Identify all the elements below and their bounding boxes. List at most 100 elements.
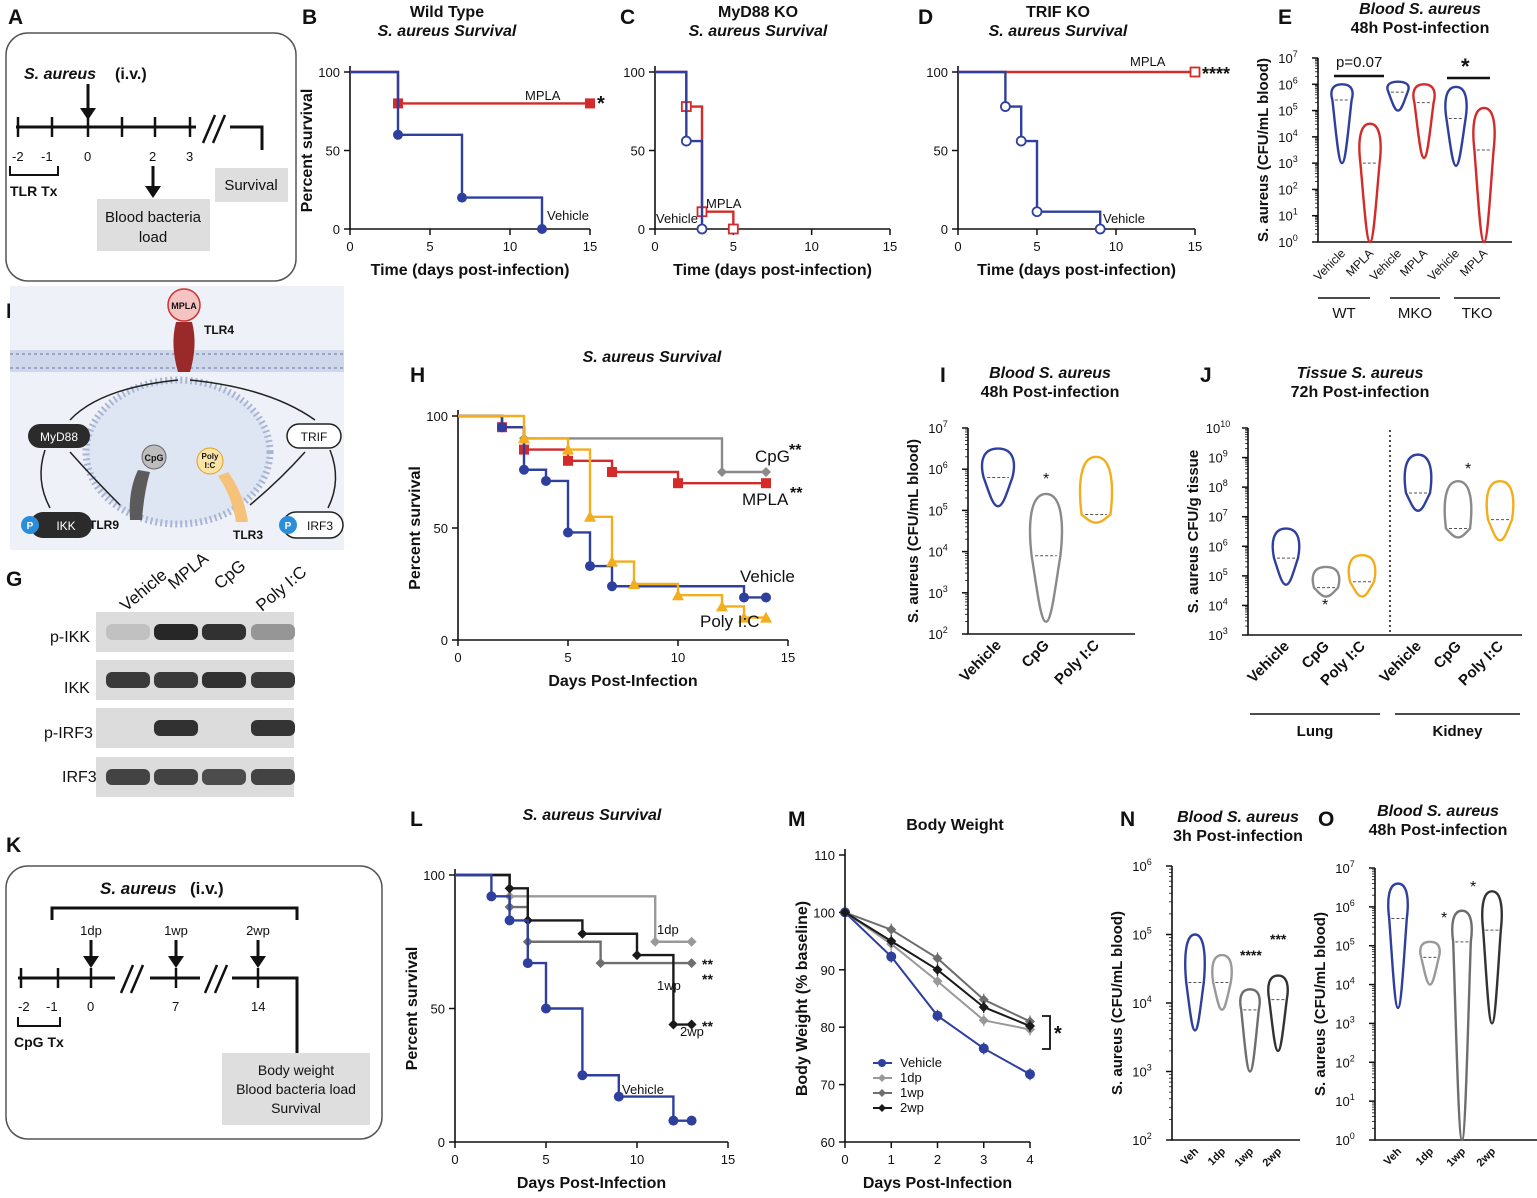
series-label: Vehicle <box>622 1082 664 1097</box>
x-tick-label: 15 <box>883 239 897 254</box>
data-point <box>738 611 750 623</box>
chart-title: Blood S. aureus <box>989 365 1111 382</box>
timeline-break <box>201 114 217 144</box>
chart-title: 3h Post-infection <box>1173 828 1303 845</box>
chart-title: 72h Post-infection <box>1291 384 1430 401</box>
panel-label: E <box>1278 6 1292 29</box>
x-tick-label: 0 <box>451 1152 458 1167</box>
trif-node <box>286 423 342 449</box>
chart-m: M Body Weight 0 1 2 3 4 60 70 80 90 100 110 Days Post… <box>788 808 1062 1192</box>
y-tick-label: 0 <box>941 222 948 237</box>
data-point <box>878 1089 886 1097</box>
y-tick-label: 100 <box>426 409 448 424</box>
survival-curve <box>455 873 692 1122</box>
y-tick-label: 104 <box>1278 128 1297 145</box>
y-tick-label: 105 <box>1335 937 1354 954</box>
x-axis-label: Time (days post-infection) <box>673 262 872 279</box>
x-tick-label: 0 <box>454 650 461 665</box>
survival-curve <box>458 414 766 599</box>
western-blot <box>96 612 295 797</box>
data-point <box>686 1115 697 1126</box>
phospho-marker <box>279 516 297 534</box>
y-axis-label: S. aureus (CFU/mL blood) <box>1109 911 1126 1095</box>
day-label: 0 <box>84 149 91 164</box>
data-point <box>1031 206 1043 218</box>
blood-load-text: Blood bacteria <box>105 209 202 226</box>
blot-band <box>154 672 198 688</box>
y-tick-label: 110 <box>814 848 835 863</box>
group-label: TKO <box>1462 305 1493 322</box>
panel-g: G Vehicle MPLA CpG Poly I:C p-IKK IKK p-… <box>6 548 310 797</box>
violin <box>1078 455 1114 524</box>
category-label: Vehicle <box>956 637 1005 686</box>
significance: * <box>1322 597 1328 614</box>
significance-bracket <box>1042 1015 1051 1050</box>
chart-i: I Blood S. aureus 48h Post-infection 102 103… <box>905 364 1135 688</box>
y-tick-label: 60 <box>821 1135 835 1150</box>
violin <box>1347 553 1377 598</box>
data-point <box>504 915 515 926</box>
y-tick-label: 102 <box>1335 1053 1354 1070</box>
y-tick-label: 106 <box>1208 537 1227 554</box>
x-tick-label: 5 <box>564 650 571 665</box>
y-tick-label: 107 <box>928 419 947 436</box>
series-label: MPLA <box>706 196 742 211</box>
svg-text:IKK: IKK <box>56 519 75 533</box>
panel-label: D <box>918 6 933 29</box>
chart-title: Blood S. aureus <box>1377 803 1499 820</box>
x-tick-label: 10 <box>1109 239 1123 254</box>
blot-band <box>202 769 246 785</box>
panel-label-a: A <box>8 6 23 29</box>
blot-band <box>154 769 198 785</box>
violin <box>1485 480 1515 542</box>
chart-c: C MyD88 KO S. aureus Survival 0 5 10 15 0 50 100 T… <box>620 4 897 279</box>
panel-a: A S. aureus (i.v.) -2 -1 0 2 3 TLR Tx Bl… <box>5 6 297 282</box>
series-label: CpG <box>755 447 790 466</box>
chart-title: S. aureus Survival <box>523 807 662 824</box>
y-tick-label: 107 <box>1208 508 1227 525</box>
y-tick-label: 105 <box>1208 567 1227 584</box>
y-tick-label: 104 <box>1132 994 1151 1011</box>
category-label: 1wp <box>1232 1145 1256 1169</box>
data-point <box>585 98 595 109</box>
chart-e: E Blood S. aureus 48h Post-infection 100 101… <box>1255 1 1512 322</box>
chart-title: Blood S. aureus <box>1177 809 1299 826</box>
schema-frame <box>5 32 297 282</box>
x-tick-label: 10 <box>804 239 818 254</box>
tlr3-receptor <box>218 472 248 522</box>
day-label: 0 <box>87 999 94 1014</box>
y-tick-label: 103 <box>1208 626 1227 643</box>
category-label: CpG <box>1430 638 1464 672</box>
series-label: Vehicle <box>740 567 795 586</box>
data-point <box>886 936 897 947</box>
row-label: p-IRF3 <box>44 725 93 742</box>
data-point <box>613 1091 624 1102</box>
violin <box>1358 122 1382 244</box>
y-axis-label: S. aureus (CFU/mL blood) <box>1255 58 1272 242</box>
y-tick-label: 101 <box>1335 1092 1354 1109</box>
x-tick-label: 10 <box>503 239 517 254</box>
data-point <box>585 561 595 572</box>
violin <box>1211 953 1233 1012</box>
data-point <box>541 475 551 486</box>
chart-title: S. aureus Survival <box>378 23 517 40</box>
y-tick-label: 104 <box>928 543 947 560</box>
y-tick-label: 50 <box>434 521 448 536</box>
data-point <box>686 1019 697 1030</box>
svg-text:P: P <box>285 521 292 532</box>
violin <box>1419 940 1441 986</box>
y-tick-label: 103 <box>1278 154 1297 171</box>
significance: * <box>1470 879 1476 896</box>
blot-band <box>202 672 246 688</box>
day-label: 3 <box>186 149 193 164</box>
data-point <box>628 578 640 589</box>
timeline-ticks <box>16 117 192 137</box>
y-tick-label: 100 <box>423 868 445 883</box>
weight-line <box>844 911 1031 1076</box>
y-tick-label: 0 <box>333 222 340 237</box>
treatment-bracket <box>17 1017 61 1027</box>
data-point <box>696 223 708 235</box>
chart-h: H S. aureus Survival 0 5 10 15 0 50 100 Days Post… <box>407 349 803 690</box>
panel-label: I <box>940 364 946 387</box>
